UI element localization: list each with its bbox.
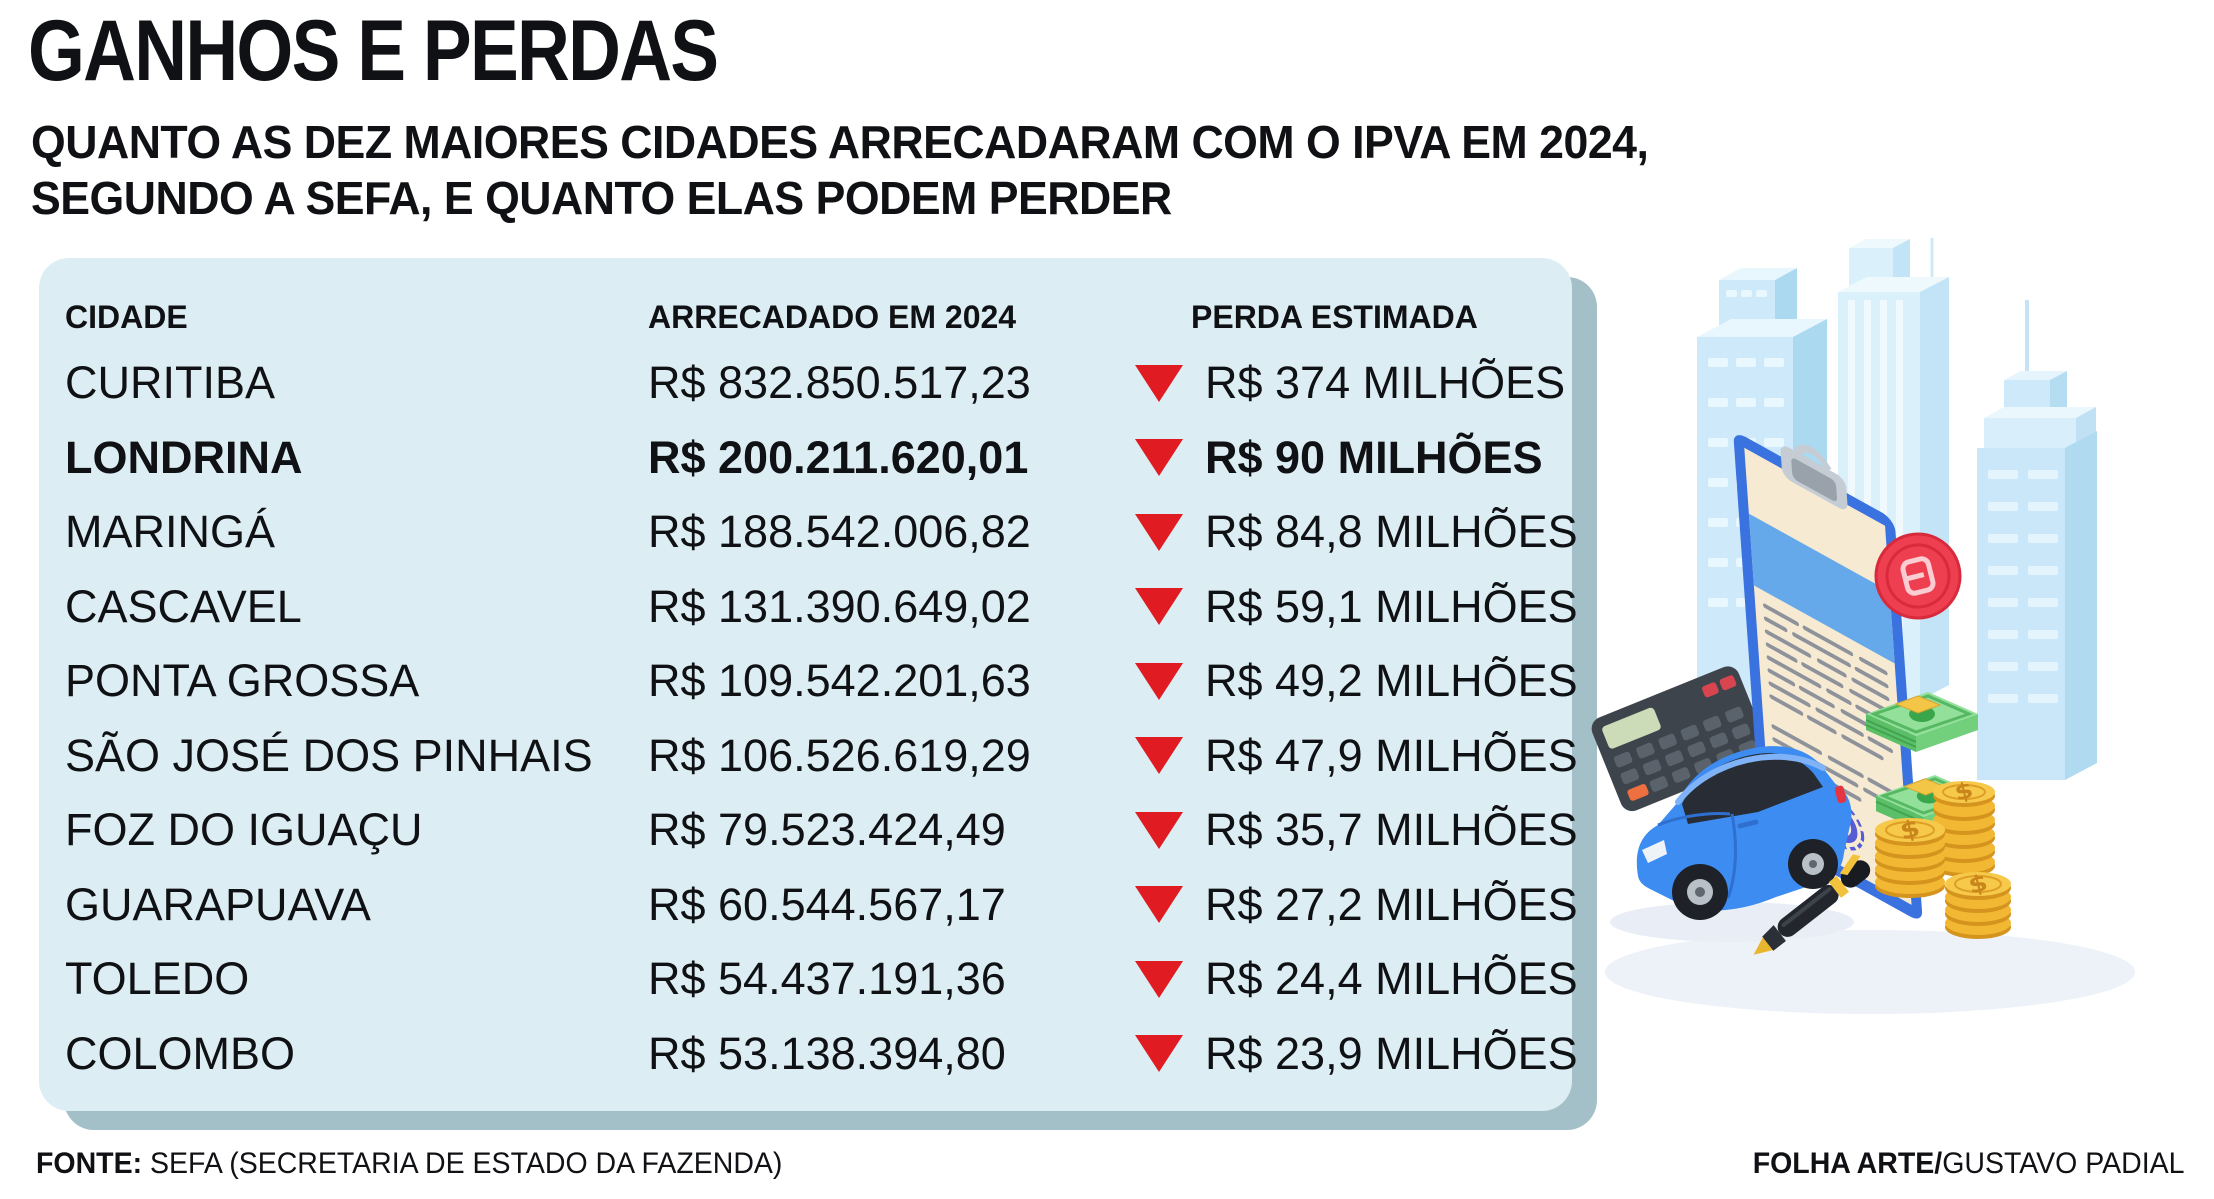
table-row: FOZ DO IGUAÇU R$ 79.523.424,49 R$ 35,7 M… (39, 793, 1578, 868)
clip-handle-icon (1793, 444, 1832, 471)
loss-arrow-icon (1135, 960, 1183, 998)
collected-cell: R$ 106.526.619,29 (648, 729, 1031, 781)
stamp-icon (1874, 532, 1962, 620)
city-cell: GUARAPUAVA (65, 878, 371, 930)
table-header-row: CIDADE ARRECADADO EM 2024 PERDA ESTIMADA (39, 288, 1572, 346)
loss-arrow-icon (1135, 662, 1183, 700)
loss-cell: R$ 24,4 MILHÕES (1135, 953, 1578, 1005)
loss-arrow-icon (1135, 737, 1183, 775)
headlight-icon (1642, 840, 1667, 863)
city-cell: MARINGÁ (65, 506, 276, 558)
credit-bold: FOLHA ARTE/ (1752, 1147, 1942, 1180)
loss-cell: R$ 47,9 MILHÕES (1135, 730, 1578, 782)
collected-cell: R$ 54.437.191,36 (648, 953, 1006, 1005)
collected-cell: R$ 109.542.201,63 (648, 655, 1031, 707)
loss-arrow-icon (1135, 811, 1183, 849)
table-row: MARINGÁ R$ 188.542.006,82 R$ 84,8 MILHÕE… (39, 495, 1578, 570)
collected-cell: R$ 188.542.006,82 (648, 506, 1031, 558)
calculator-icon (1591, 666, 1769, 812)
column-header-city: CIDADE (65, 298, 188, 335)
page-subtitle: QUANTO AS DEZ MAIORES CIDADES ARRECADARA… (31, 114, 1649, 226)
source-label: FONTE: (36, 1147, 143, 1180)
city-cell: SÃO JOSÉ DOS PINHAIS (65, 729, 593, 781)
city-cell: PONTA GROSSA (65, 655, 420, 707)
table-row: GUARAPUAVA R$ 60.544.567,17 R$ 27,2 MILH… (39, 868, 1578, 943)
loss-cell: R$ 35,7 MILHÕES (1135, 804, 1578, 856)
credit-note: FOLHA ARTE/GUSTAVO PADIAL (1752, 1147, 2184, 1181)
source-note: FONTE: SEFA (SECRETARIA DE ESTADO DA FAZ… (36, 1147, 782, 1181)
city-cell: TOLEDO (65, 953, 250, 1005)
loss-cell: R$ 374 MILHÕES (1135, 357, 1572, 409)
ipva-table: CIDADE ARRECADADO EM 2024 PERDA ESTIMADA… (39, 288, 1578, 1092)
subtitle-line-2: SEGUNDO A SEFA, E QUANTO ELAS PODEM PERD… (31, 172, 1172, 225)
city-cell: FOZ DO IGUAÇU (65, 804, 423, 856)
city-cell: CURITIBA (65, 357, 276, 409)
loss-cell: R$ 59,1 MILHÕES (1135, 581, 1578, 633)
loss-cell: R$ 27,2 MILHÕES (1135, 879, 1578, 931)
city-cell: COLOMBO (65, 1027, 296, 1079)
loss-arrow-icon (1135, 886, 1183, 924)
collected-cell: R$ 53.138.394,80 (648, 1027, 1006, 1079)
credit-regular: GUSTAVO PADIAL (1941, 1147, 2184, 1180)
taillight-icon (1834, 785, 1847, 804)
table-row: LONDRINA R$ 200.211.620,01 R$ 90 MILHÕES (39, 421, 1572, 496)
pen-icon (1753, 854, 1871, 955)
table-row: CASCAVEL R$ 131.390.649,02 R$ 59,1 MILHÕ… (39, 570, 1578, 645)
loss-arrow-icon (1135, 1035, 1183, 1073)
collected-cell: R$ 60.544.567,17 (648, 878, 1006, 930)
money-stack-icon (1865, 692, 1978, 752)
building-right-icon (1977, 300, 2097, 780)
collected-cell: R$ 832.850.517,23 (648, 357, 1031, 409)
ground-shadow (1605, 930, 2135, 1014)
column-header-collected: ARRECADADO EM 2024 (648, 298, 1017, 335)
loss-cell: R$ 90 MILHÕES (1135, 432, 1572, 484)
collected-cell: R$ 79.523.424,49 (648, 804, 1006, 856)
column-header-loss: PERDA ESTIMADA (1191, 298, 1478, 335)
city-cell: CASCAVEL (65, 580, 302, 632)
subtitle-line-1: QUANTO AS DEZ MAIORES CIDADES ARRECADARA… (31, 116, 1649, 168)
loss-arrow-icon (1135, 364, 1183, 402)
table-row: SÃO JOSÉ DOS PINHAIS R$ 106.526.619,29 R… (39, 719, 1578, 794)
svg-text:$: $ (1952, 777, 1976, 806)
loss-arrow-icon (1135, 439, 1183, 477)
loss-arrow-icon (1135, 513, 1183, 551)
collected-cell: R$ 200.211.620,01 (648, 431, 1029, 483)
city-cell: LONDRINA (65, 431, 303, 483)
city-tax-illustration: $ $ $ (1591, 238, 2135, 1014)
source-text: SEFA (SECRETARIA DE ESTADO DA FAZENDA) (142, 1147, 783, 1180)
table-row: CURITIBA R$ 832.850.517,23 R$ 374 MILHÕE… (39, 346, 1572, 421)
loss-cell: R$ 84,8 MILHÕES (1135, 506, 1578, 558)
loss-arrow-icon (1135, 588, 1183, 626)
table-row: COLOMBO R$ 53.138.394,80 R$ 23,9 MILHÕES (39, 1017, 1578, 1092)
loss-cell: R$ 49,2 MILHÕES (1135, 655, 1578, 707)
page-title: GANHOS E PERDAS (28, 3, 719, 99)
coins-icon: $ $ $ (1875, 777, 2011, 939)
table-row: PONTA GROSSA R$ 109.542.201,63 R$ 49,2 M… (39, 644, 1578, 719)
table-row: TOLEDO R$ 54.437.191,36 R$ 24,4 MILHÕES (39, 942, 1578, 1017)
data-panel: CIDADE ARRECADADO EM 2024 PERDA ESTIMADA… (39, 258, 1578, 1111)
collected-cell: R$ 131.390.649,02 (648, 580, 1031, 632)
loss-cell: R$ 23,9 MILHÕES (1135, 1028, 1578, 1080)
